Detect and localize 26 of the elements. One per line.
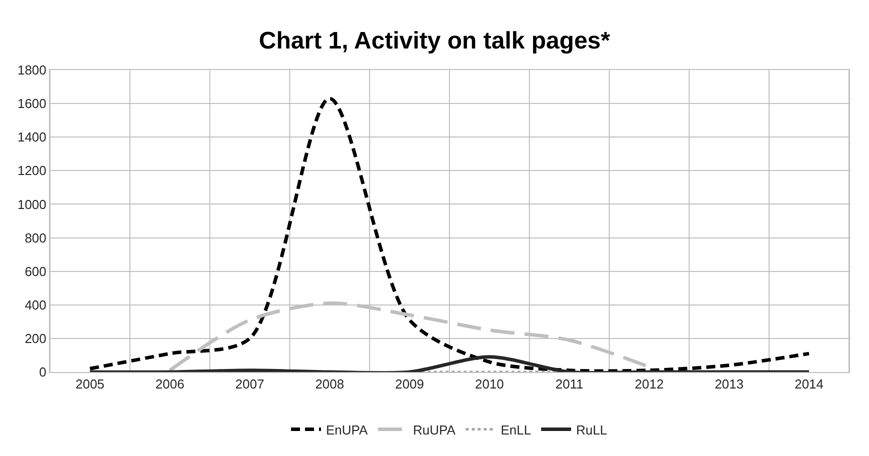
x-tick-label: 2011 xyxy=(555,376,584,392)
x-tick-label: 2009 xyxy=(395,376,424,392)
y-tick-label: 400 xyxy=(24,297,46,312)
legend-label: RuUPA xyxy=(412,422,456,438)
x-tick-label: 2012 xyxy=(634,376,664,392)
legend-label: EnUPA xyxy=(326,422,368,438)
legend-label: EnLL xyxy=(500,422,532,438)
y-tick-label: 200 xyxy=(24,330,46,346)
x-tick-label: 2008 xyxy=(315,376,344,392)
x-tick-label: 2005 xyxy=(75,376,104,392)
y-tick-label: 1600 xyxy=(17,96,46,112)
y-tick-label: 1000 xyxy=(17,196,46,212)
y-tick-label: 800 xyxy=(24,230,46,246)
y-tick-label: 600 xyxy=(24,264,46,279)
chart-title: Chart 1, Activity on talk pages* xyxy=(258,28,611,55)
x-tick-label: 2007 xyxy=(235,376,264,392)
x-tick-label: 2010 xyxy=(474,376,504,392)
x-tick-label: 2006 xyxy=(155,376,184,392)
y-tick-label: 1400 xyxy=(17,130,46,145)
x-tick-label: 2013 xyxy=(714,376,744,392)
y-tick-label: 1200 xyxy=(17,163,46,178)
line-series xyxy=(88,96,811,372)
x-tick-label: 2014 xyxy=(794,376,824,392)
legend-label: RuLL xyxy=(576,422,608,438)
y-tick-label: 1800 xyxy=(17,62,46,78)
y-tick-label: 0 xyxy=(39,364,46,380)
